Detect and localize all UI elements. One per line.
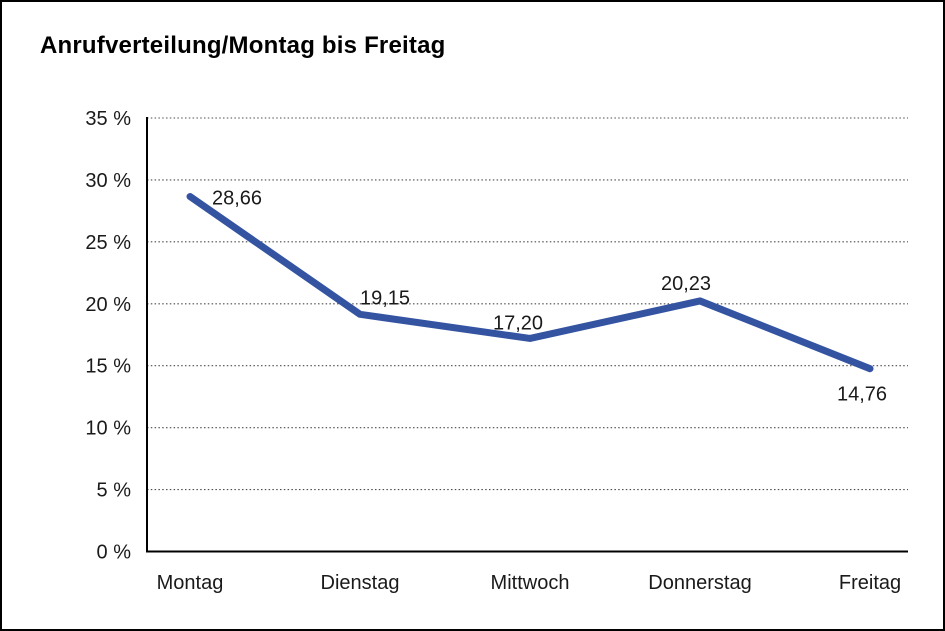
x-tick-label: Donnerstag: [648, 572, 751, 594]
y-tick-label: 15 %: [85, 356, 131, 378]
data-label: 20,23: [661, 273, 711, 295]
y-tick-label: 5 %: [97, 480, 132, 502]
chart-title: Anrufverteilung/Montag bis Freitag: [40, 32, 446, 59]
x-tick-label: Freitag: [839, 572, 901, 594]
y-tick-label: 20 %: [85, 294, 131, 316]
data-label: 14,76: [837, 384, 887, 406]
y-tick-label: 30 %: [85, 170, 131, 192]
x-tick-label: Mittwoch: [491, 572, 570, 594]
data-label: 19,15: [360, 287, 410, 309]
y-tick-label: 0 %: [97, 542, 132, 564]
series-line: [186, 193, 874, 373]
x-tick-label: Montag: [157, 572, 224, 594]
data-label: 28,66: [212, 188, 262, 210]
x-tick-label: Dienstag: [321, 572, 400, 594]
data-label: 17,20: [493, 312, 543, 334]
y-tick-label: 25 %: [85, 232, 131, 254]
y-tick-label: 35 %: [85, 108, 131, 130]
y-tick-label: 10 %: [85, 418, 131, 440]
